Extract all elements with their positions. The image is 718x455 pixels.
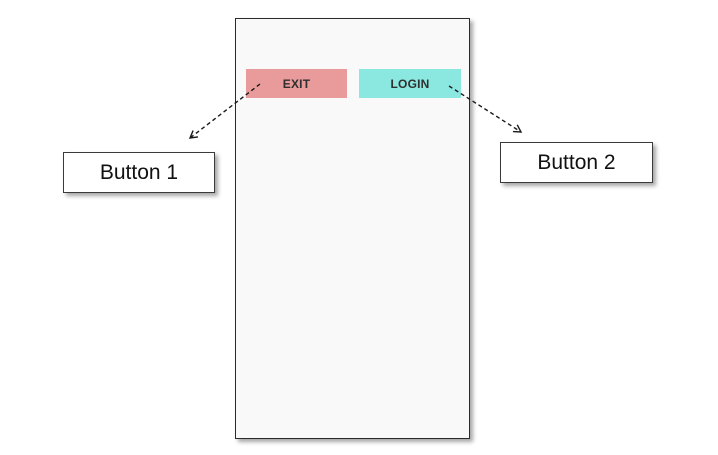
- button2-callout: Button 2: [500, 142, 653, 183]
- button2-callout-label: Button 2: [537, 151, 615, 175]
- button1-callout: Button 1: [63, 152, 215, 193]
- arrow-to-button2: [449, 86, 521, 132]
- arrow-to-button1: [190, 84, 260, 138]
- button1-callout-label: Button 1: [100, 161, 178, 185]
